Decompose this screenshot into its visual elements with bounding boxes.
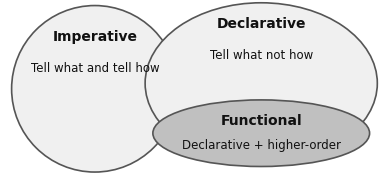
Text: Declarative + higher-order: Declarative + higher-order xyxy=(182,139,341,152)
Text: Functional: Functional xyxy=(221,114,302,128)
Ellipse shape xyxy=(145,3,377,164)
Text: Tell what not how: Tell what not how xyxy=(210,49,313,62)
Text: Declarative: Declarative xyxy=(216,17,306,31)
Text: Imperative: Imperative xyxy=(52,30,137,44)
Ellipse shape xyxy=(12,6,178,172)
Text: Tell what and tell how: Tell what and tell how xyxy=(31,62,159,75)
Ellipse shape xyxy=(153,100,370,166)
